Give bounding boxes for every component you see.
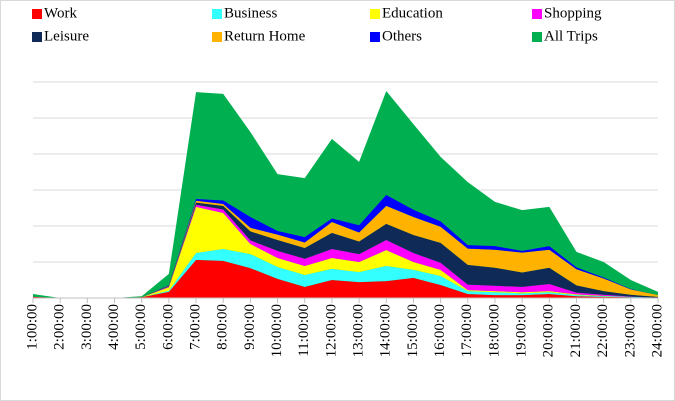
x-tick-label: 21:00:00 [568,304,584,357]
legend-swatch [370,9,380,19]
legend-label: Shopping [544,5,602,21]
x-tick-label: 24:00:00 [649,304,665,357]
x-tick-label: 6:00:00 [160,304,176,350]
area [33,249,658,298]
x-tick-label: 15:00:00 [405,304,421,357]
areas [33,91,658,298]
legend-swatch [212,9,222,19]
x-tick-label: 18:00:00 [486,304,502,357]
legend: Work Business Education Shopping Leisure Retu… [32,5,602,44]
x-tick-label: 2:00:00 [52,304,68,350]
area [33,202,658,298]
legend-swatch [32,9,42,19]
x-tick-label: 11:00:00 [296,304,312,357]
x-tick-label: 8:00:00 [215,304,231,350]
x-tick-label: 23:00:00 [622,304,638,357]
x-tick-label: 1:00:00 [24,304,40,350]
area [33,195,658,298]
legend-label: All Trips [544,28,598,44]
x-tick-label: 20:00:00 [541,304,557,357]
legend-swatch [32,32,42,42]
legend-label: Return Home [224,28,306,44]
x-tick-label: 17:00:00 [459,304,475,357]
legend-swatch [370,32,380,42]
x-tick-label: 14:00:00 [378,304,394,357]
area [33,259,658,298]
x-tick-label: 19:00:00 [514,304,530,357]
legend-swatch [212,32,222,42]
legend-label: Business [224,5,278,21]
area [33,200,658,298]
x-tick-label: 7:00:00 [187,304,203,350]
legend-label: Others [382,28,422,44]
x-tick-label: 16:00:00 [432,304,448,357]
legend-label: Education [382,5,443,21]
x-tick-label: 4:00:00 [106,304,122,350]
x-tick-label: 13:00:00 [351,304,367,357]
legend-label: Leisure [44,28,89,44]
x-tick-label: 9:00:00 [242,304,258,350]
x-tick-label: 3:00:00 [79,304,95,350]
x-tick-label: 22:00:00 [595,304,611,357]
legend-label: Work [44,5,77,21]
legend-swatch [532,9,542,19]
legend-swatch [532,32,542,42]
x-tick-label: 12:00:00 [323,304,339,357]
x-tick-label: 10:00:00 [269,304,285,357]
x-tick-label: 5:00:00 [133,304,149,350]
x-axis: 1:00:00 2:00:00 3:00:00 4:00:00 5:00:00 6:00:… [24,297,665,357]
area [33,206,658,298]
